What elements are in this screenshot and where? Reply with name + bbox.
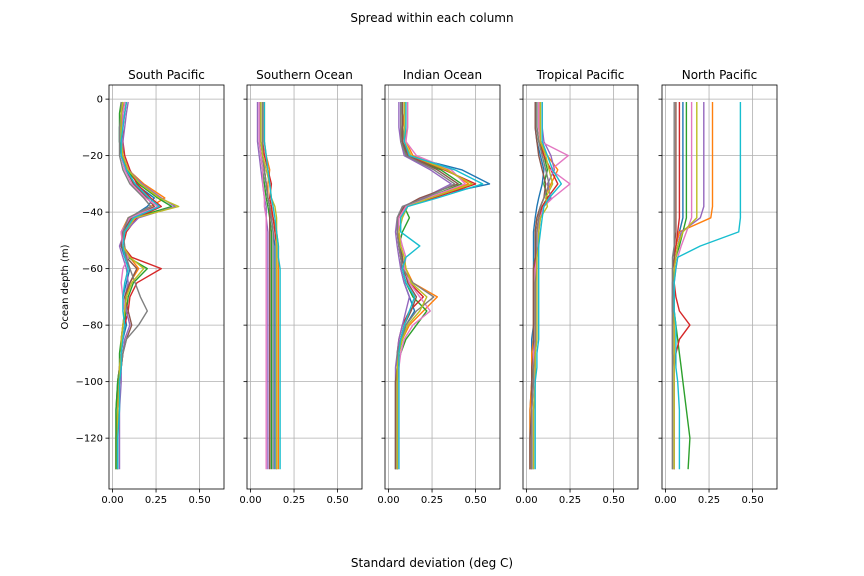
x-tick-label: 0.00: [515, 495, 537, 506]
series-line-9: [116, 101, 180, 470]
series-line-9: [260, 102, 278, 470]
y-tick-label: −20: [82, 151, 103, 162]
series-line-10: [398, 102, 484, 470]
y-tick-label: −60: [82, 264, 103, 275]
y-tick-label: 0: [97, 95, 103, 106]
series-line-8: [671, 102, 675, 470]
series-line-6: [529, 102, 547, 470]
panel-title: South Pacific: [128, 68, 205, 82]
x-tick-label: 0.25: [283, 495, 305, 506]
panel-0: 0.00 0.25 0.50 0 −20 −40 −60 −80 −100 −120 South P…: [76, 68, 225, 506]
panel-4: 0.00 0.25 0.50 North Pacific: [654, 68, 778, 506]
x-tick-label: 0.50: [602, 495, 624, 506]
x-tick-label: 0.25: [145, 495, 167, 506]
series-line-2: [671, 102, 714, 470]
x-tick-label: 0.25: [421, 495, 443, 506]
x-tick-label: 0.50: [326, 495, 348, 506]
series-line-10: [116, 101, 161, 470]
panel-title: North Pacific: [682, 68, 758, 82]
x-tick-label: 0.00: [377, 495, 399, 506]
figure-suptitle: Spread within each column: [350, 11, 513, 25]
x-tick-label: 0.25: [559, 495, 581, 506]
series-line-9: [673, 102, 698, 470]
x-tick-label: 0.25: [698, 495, 720, 506]
x-tick-label: 0.00: [654, 495, 676, 506]
axes-frame: [384, 84, 501, 490]
series-line-5: [118, 101, 176, 470]
panel-title: Indian Ocean: [403, 68, 482, 82]
y-axis-label: Ocean depth (m): [60, 244, 71, 329]
series-line-5: [256, 102, 269, 470]
y-tick-label: −40: [82, 208, 103, 219]
series-line-5: [671, 102, 705, 470]
panel-title: Tropical Pacific: [536, 68, 625, 82]
y-tick-label: −120: [76, 434, 103, 445]
y-tick-label: −80: [82, 321, 103, 332]
axes-frame: [246, 84, 363, 490]
y-tick-label: −100: [76, 377, 103, 388]
axes-frame: [522, 84, 639, 490]
panel-2: 0.00 0.25 0.50 Indian Ocean: [377, 68, 501, 506]
series-line-10: [534, 102, 562, 470]
x-tick-label: 0.50: [188, 495, 210, 506]
series-line-10: [673, 102, 742, 470]
panel-title: Southern Ocean: [256, 68, 353, 82]
x-tick-label: 0.00: [239, 495, 261, 506]
x-axis-label: Standard deviation (deg C): [351, 556, 513, 570]
series-line-7: [258, 102, 267, 470]
series-line-5: [394, 102, 452, 470]
axes-frame: [661, 84, 778, 490]
panel-3: 0.00 0.25 0.50 Tropical Pacific: [515, 68, 639, 506]
axes-frame: [108, 84, 225, 490]
x-tick-label: 0.50: [464, 495, 486, 506]
panels: 0.00 0.25 0.50 0 −20 −40 −60 −80 −100 −120 South P…: [76, 68, 778, 506]
series-line-10: [263, 102, 281, 470]
x-tick-label: 0.00: [101, 495, 123, 506]
x-tick-label: 0.50: [741, 495, 763, 506]
series-line-9: [532, 102, 554, 470]
panel-1: 0.00 0.25 0.50 Southern Ocean: [239, 68, 363, 506]
